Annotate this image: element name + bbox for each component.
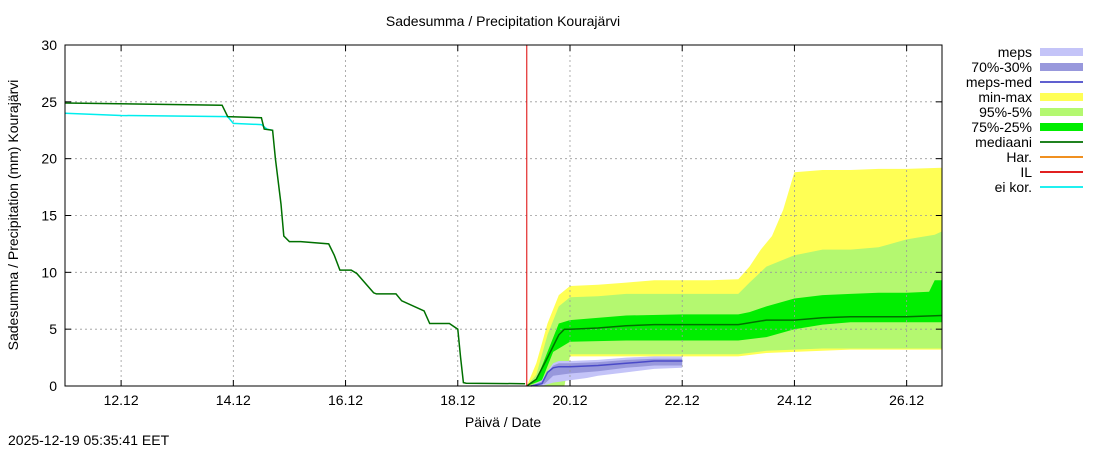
legend-label: 75%-25% [971, 119, 1032, 135]
legend-label: IL [1020, 164, 1032, 180]
x-tick-label: 14.12 [216, 392, 251, 408]
band-75-25 [526, 280, 942, 386]
legend-swatch [1040, 63, 1083, 71]
band-70-30 [530, 358, 683, 386]
series-ei-kor-line [64, 112, 273, 132]
y-tick-label: 30 [41, 37, 57, 53]
y-tick-label: 0 [49, 378, 57, 394]
legend-label: meps [998, 44, 1032, 60]
legend-label: mediaani [975, 134, 1032, 150]
grid-layer [65, 45, 942, 386]
y-tick-label: 20 [41, 151, 57, 167]
legend-swatch [1040, 93, 1083, 101]
legend-swatch [1040, 123, 1083, 131]
y-tick-label: 15 [41, 208, 57, 224]
series-meps-med-line [530, 360, 683, 387]
legend-label: ei kor. [995, 179, 1032, 195]
legend-swatch [1040, 48, 1083, 56]
x-tick-label: 26.12 [889, 392, 924, 408]
x-axis-label: Päivä / Date [465, 414, 541, 430]
band-layer [526, 167, 942, 386]
x-tick-label: 22.12 [665, 392, 700, 408]
line-layer [64, 45, 943, 387]
x-tick-label: 24.12 [777, 392, 812, 408]
x-tick-label: 16.12 [328, 392, 363, 408]
y-axis: 0 5 10 15 20 25 30 [41, 37, 942, 394]
y-axis-label: Sadesumma / Precipitation (mm) Kourajärv… [5, 80, 21, 351]
legend-label: Har. [1006, 149, 1032, 165]
y-tick-label: 10 [41, 264, 57, 280]
legend-label: meps-med [966, 74, 1032, 90]
y-tick-label: 5 [49, 321, 57, 337]
y-tick-label: 25 [41, 94, 57, 110]
series-mediaani-line [64, 102, 526, 385]
legend-swatch [1040, 108, 1083, 116]
x-tick-label: 18.12 [440, 392, 475, 408]
series-mediaani-forecast-line [526, 314, 943, 387]
x-tick-label: 12.12 [104, 392, 139, 408]
chart-title: Sadesumma / Precipitation Kourajärvi [386, 13, 620, 29]
legend: meps70%-30%meps-medmin-max95%-5%75%-25%m… [966, 44, 1083, 195]
x-tick-label: 20.12 [552, 392, 587, 408]
legend-label: min-max [978, 89, 1032, 105]
legend-label: 70%-30% [971, 59, 1032, 75]
timestamp: 2025-12-19 05:35:41 EET [8, 432, 170, 448]
legend-label: 95%-5% [979, 104, 1032, 120]
band-95-5 [526, 231, 942, 386]
x-axis: 12.12 14.12 16.12 18.12 20.12 22.12 24.12 26.12 [104, 45, 924, 408]
